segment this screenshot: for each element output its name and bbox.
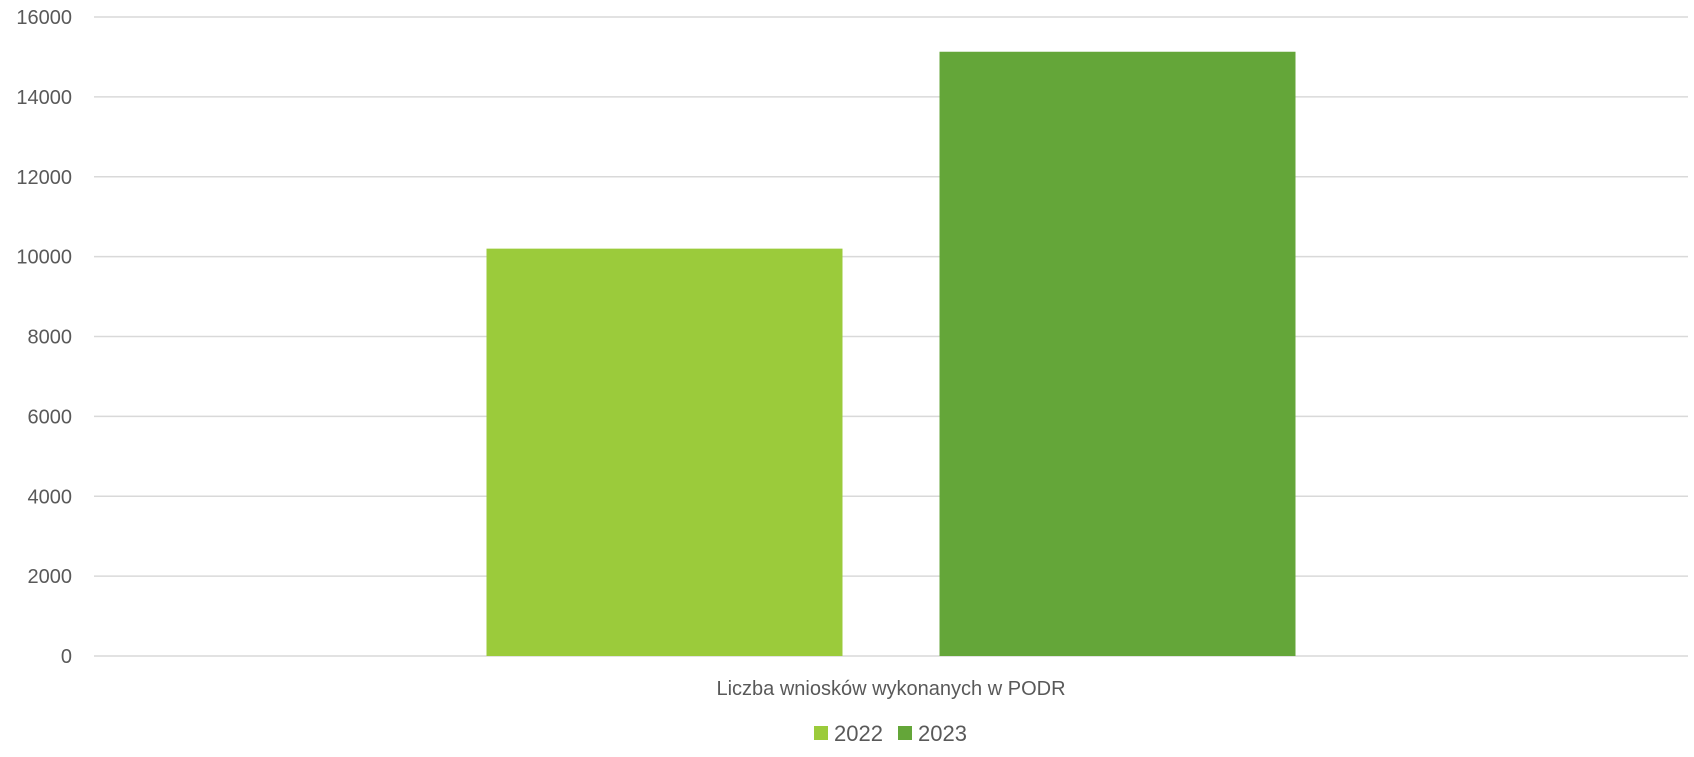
bars bbox=[486, 51, 1296, 657]
y-tick-label: 12000 bbox=[16, 167, 72, 189]
legend-swatch-2023 bbox=[898, 726, 912, 740]
gridlines bbox=[94, 16, 1688, 657]
bar-2022 bbox=[486, 248, 843, 656]
y-tick-label: 2000 bbox=[28, 566, 73, 588]
x-axis-categories: Liczba wniosków wykonanych w PODR bbox=[716, 678, 1065, 700]
y-tick-label: 6000 bbox=[28, 406, 73, 428]
legend-swatch-2022 bbox=[814, 726, 828, 740]
y-tick-label: 4000 bbox=[28, 486, 73, 508]
legend-label: 2023 bbox=[918, 721, 967, 746]
legend-label: 2022 bbox=[834, 721, 883, 746]
y-tick-label: 8000 bbox=[28, 327, 73, 349]
y-axis-ticks: 0 2000 4000 6000 8000 10000 12000 14000 16000 bbox=[16, 7, 72, 668]
y-tick-label: 16000 bbox=[16, 7, 72, 29]
legend: 2022 2023 bbox=[814, 721, 967, 746]
y-tick-label: 14000 bbox=[16, 87, 72, 109]
y-tick-label: 0 bbox=[61, 646, 72, 668]
bar-2023 bbox=[939, 51, 1296, 657]
y-tick-label: 10000 bbox=[16, 247, 72, 269]
x-category-label: Liczba wniosków wykonanych w PODR bbox=[716, 678, 1065, 700]
